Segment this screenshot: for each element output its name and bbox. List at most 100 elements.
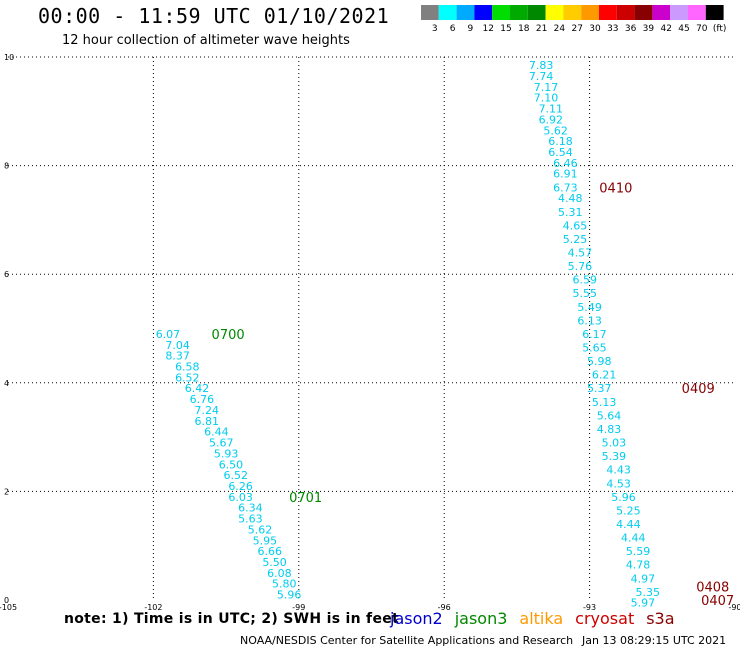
- colorbar-label: 3: [432, 24, 438, 34]
- legend-jason2: jason2: [390, 609, 443, 628]
- x-tick-label: -93: [583, 603, 596, 610]
- colorbar-label: 42: [660, 24, 671, 34]
- swh-value-cryosat: 6.17: [582, 328, 607, 341]
- colorbar-swatch: [456, 5, 475, 20]
- colorbar-swatch: [421, 5, 439, 20]
- colorbar-swatch: [438, 5, 457, 20]
- pass-time-label: 0409: [682, 382, 715, 397]
- swh-value-jason3: 6.76: [190, 393, 215, 406]
- swh-value-cryosat: 7.74: [529, 70, 554, 83]
- swh-value-cryosat: 5.98: [587, 355, 612, 368]
- color-scale-bar: 3 6 9 12 15 18 21 24 27 30 33 36 39 42 45 70 (ft): [421, 5, 727, 34]
- colorbar-swatch: [599, 5, 617, 20]
- swh-value-jason3: 6.66: [257, 545, 282, 558]
- swh-value-cryosat: 5.25: [616, 504, 641, 517]
- swh-value-jason3: 6.07: [156, 328, 181, 341]
- credit-line: NOAA/NESDIS Center for Satellite Applica…: [240, 634, 574, 647]
- swh-value-jason3: 5.80: [272, 578, 297, 591]
- swh-value-cryosat: 5.35: [636, 586, 661, 599]
- footer-note: note: 1) Time is in UTC; 2) SWH is in fe…: [64, 611, 400, 627]
- colorbar-swatch: [527, 5, 546, 20]
- swh-value-cryosat: 7.17: [534, 81, 559, 94]
- legend-altika: altika: [519, 609, 564, 628]
- colorbar-label: 18: [518, 24, 530, 34]
- legend-cryosat: cryosat: [575, 609, 635, 628]
- colorbar-swatch: [563, 5, 582, 20]
- swh-value-jason3: 6.42: [185, 382, 210, 395]
- x-tick-label: -96: [438, 603, 451, 610]
- swh-value-cryosat: 4.53: [606, 477, 631, 490]
- colorbar-swatch: [474, 5, 493, 20]
- y-tick-label: 4: [4, 379, 9, 388]
- swh-value-cryosat: 4.43: [606, 464, 631, 477]
- swh-value-jason3: 6.26: [228, 480, 253, 493]
- swh-value-cryosat: 5.39: [602, 450, 627, 463]
- swh-value-cryosat: 6.59: [573, 274, 598, 287]
- swh-value-cryosat: 7.83: [529, 59, 554, 72]
- swh-value-cryosat: 6.13: [577, 314, 602, 327]
- swh-value-jason3: 5.62: [248, 523, 273, 536]
- swh-value-jason3: 6.50: [219, 458, 244, 471]
- swh-value-jason3: 7.24: [194, 404, 219, 417]
- swh-value-cryosat: 4.44: [616, 518, 641, 531]
- x-tick-label: -90: [728, 603, 740, 610]
- swh-value-jason3: 6.08: [267, 567, 292, 580]
- swh-value-cryosat: 6.18: [548, 135, 573, 148]
- swh-value-cryosat: 4.78: [626, 559, 651, 572]
- swh-value-jason3: 5.95: [253, 534, 278, 547]
- swh-value-jason3: 5.93: [214, 447, 239, 460]
- swh-value-cryosat: 5.62: [543, 124, 568, 137]
- colorbar-swatch: [492, 5, 510, 20]
- colorbar-swatch: [510, 5, 528, 20]
- swh-value-cryosat: 5.76: [568, 260, 593, 273]
- colorbar-swatch: [634, 5, 653, 20]
- swh-value-cryosat: 6.91: [553, 168, 578, 181]
- swh-value-jason3: 5.50: [262, 556, 287, 569]
- y-tick-label: 8: [4, 162, 9, 171]
- colorbar-label: 27: [571, 24, 582, 34]
- colorbar-label: 21: [536, 24, 547, 34]
- swh-value-jason3: 6.58: [175, 361, 200, 374]
- swh-value-cryosat: 7.11: [539, 103, 564, 116]
- swh-value-cryosat: 6.54: [548, 146, 573, 159]
- y-tick-label: 10: [4, 53, 14, 62]
- colorbar-label: 24: [554, 24, 566, 34]
- pass-time-label: 0407: [701, 594, 734, 609]
- x-tick-label: -102: [144, 603, 162, 610]
- colorbar-label: 45: [678, 24, 689, 34]
- swh-value-cryosat: 5.97: [631, 597, 656, 610]
- colorbar-swatch: [616, 5, 635, 20]
- swh-value-cryosat: 4.44: [621, 532, 646, 545]
- swh-value-jason3: 6.34: [238, 502, 263, 515]
- swh-value-cryosat: 5.59: [626, 545, 651, 558]
- swh-value-cryosat: 5.65: [582, 342, 607, 355]
- colorbar-label: 12: [482, 24, 493, 34]
- swh-value-jason3: 6.44: [204, 426, 229, 439]
- y-tick-label: 2: [4, 487, 9, 496]
- swh-value-cryosat: 5.96: [611, 491, 636, 504]
- x-tick-label: -99: [292, 603, 305, 610]
- pass-time-label: 0408: [696, 580, 729, 595]
- swh-value-cryosat: 5.55: [573, 287, 598, 300]
- y-tick-label: 0: [4, 596, 9, 605]
- swh-value-jason3: 8.37: [165, 350, 190, 363]
- colorbar-label: 33: [607, 24, 618, 34]
- colorbar-label: (ft): [713, 24, 727, 34]
- timestamp: Jan 13 08:29:15 UTC 2021: [582, 634, 727, 647]
- wave-height-map: -105 -102 -99 -96 -93 -9002468106.077.048.376…: [0, 53, 740, 610]
- colorbar-swatch: [581, 5, 599, 20]
- colorbar-swatch: [545, 5, 564, 20]
- colorbar-label: 70: [696, 24, 708, 34]
- swh-value-jason3: 6.52: [224, 469, 249, 482]
- pass-time-label: 0700: [212, 328, 245, 343]
- colorbar-label: 9: [468, 24, 474, 34]
- satellite-legend: jason2 jason3 altika cryosat s3a: [390, 609, 687, 628]
- swh-value-cryosat: 4.83: [597, 423, 622, 436]
- colorbar-swatch: [705, 5, 724, 20]
- colorbar-label: 30: [589, 24, 601, 34]
- swh-value-cryosat: 5.13: [592, 396, 617, 409]
- swh-value-jason3: 5.63: [238, 513, 263, 526]
- swh-value-cryosat: 7.10: [534, 92, 559, 105]
- swh-value-cryosat: 5.49: [577, 301, 602, 314]
- colorbar-swatch: [670, 5, 688, 20]
